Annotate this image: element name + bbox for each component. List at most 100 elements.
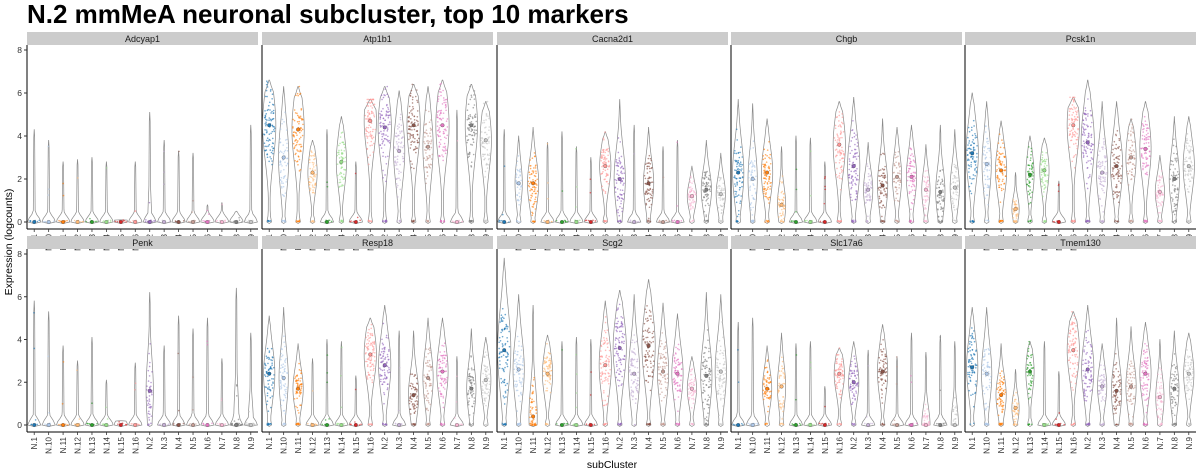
facet-strip bbox=[262, 236, 493, 249]
data-point bbox=[397, 147, 399, 149]
data-point bbox=[648, 176, 651, 179]
data-point bbox=[751, 214, 754, 216]
data-point bbox=[764, 193, 767, 196]
data-point bbox=[531, 170, 534, 172]
data-point bbox=[973, 169, 976, 171]
data-point bbox=[428, 165, 431, 167]
data-point bbox=[749, 162, 752, 164]
data-point bbox=[268, 119, 270, 121]
data-point bbox=[1117, 175, 1120, 177]
data-point bbox=[1029, 201, 1032, 204]
data-point bbox=[409, 137, 412, 139]
data-point bbox=[895, 190, 897, 193]
data-point bbox=[954, 166, 957, 169]
data-point bbox=[607, 174, 609, 176]
data-point bbox=[1170, 163, 1172, 166]
data-point bbox=[645, 202, 648, 205]
data-point bbox=[425, 122, 427, 125]
data-point bbox=[399, 188, 402, 191]
data-point bbox=[824, 188, 827, 191]
data-point bbox=[270, 367, 272, 370]
data-point bbox=[301, 128, 304, 131]
data-point bbox=[1170, 192, 1173, 194]
data-point bbox=[835, 161, 837, 164]
data-point bbox=[398, 141, 400, 144]
data-point bbox=[284, 396, 287, 399]
data-point bbox=[615, 159, 618, 161]
data-point bbox=[292, 131, 295, 134]
data-point bbox=[308, 161, 311, 164]
data-point bbox=[604, 190, 607, 193]
data-point bbox=[158, 424, 161, 426]
data-point bbox=[925, 185, 928, 188]
data-point bbox=[149, 407, 152, 409]
data-point bbox=[1032, 175, 1034, 177]
data-point bbox=[1088, 135, 1090, 138]
data-point bbox=[374, 360, 376, 362]
data-point bbox=[1117, 168, 1119, 171]
data-point bbox=[1102, 146, 1104, 148]
data-point bbox=[395, 148, 398, 151]
data-point bbox=[439, 109, 441, 112]
data-point bbox=[442, 130, 445, 133]
data-point bbox=[480, 144, 483, 146]
data-point bbox=[834, 139, 837, 142]
data-point bbox=[299, 389, 302, 392]
data-point bbox=[467, 127, 469, 129]
data-point bbox=[533, 185, 536, 188]
data-point bbox=[149, 413, 151, 415]
data-point bbox=[151, 393, 153, 396]
data-point bbox=[517, 176, 520, 179]
data-point bbox=[350, 220, 352, 222]
data-point bbox=[704, 185, 707, 188]
data-point bbox=[231, 422, 233, 425]
data-point bbox=[298, 158, 301, 161]
data-point bbox=[617, 220, 619, 223]
data-point bbox=[384, 220, 386, 222]
data-point bbox=[1184, 170, 1187, 173]
data-point bbox=[1146, 173, 1149, 176]
facet-strip bbox=[27, 32, 258, 45]
data-point bbox=[371, 98, 374, 101]
data-point bbox=[1143, 135, 1146, 138]
data-point bbox=[1161, 201, 1164, 204]
data-point bbox=[1083, 146, 1086, 149]
violin-n11 bbox=[291, 86, 305, 224]
data-point bbox=[1189, 180, 1192, 182]
data-point bbox=[694, 193, 697, 196]
data-point bbox=[426, 175, 429, 177]
data-point bbox=[338, 186, 341, 188]
data-point bbox=[955, 191, 957, 193]
data-point bbox=[762, 155, 765, 157]
violin-n15 bbox=[583, 157, 598, 224]
data-point bbox=[1091, 148, 1094, 151]
data-point bbox=[1173, 213, 1176, 216]
data-point bbox=[879, 169, 882, 171]
violin-n2 bbox=[142, 112, 157, 224]
data-point bbox=[1147, 127, 1150, 130]
data-point bbox=[749, 185, 752, 188]
data-point bbox=[1190, 167, 1193, 170]
data-point bbox=[379, 118, 382, 120]
data-point bbox=[619, 162, 621, 165]
data-point bbox=[298, 122, 300, 125]
data-point bbox=[649, 170, 651, 173]
data-point bbox=[268, 101, 271, 104]
data-point bbox=[44, 220, 47, 223]
data-point bbox=[619, 182, 622, 184]
data-point bbox=[264, 363, 266, 366]
data-point bbox=[529, 199, 532, 202]
data-point bbox=[339, 178, 341, 181]
data-point bbox=[534, 186, 537, 189]
data-point bbox=[352, 220, 355, 223]
data-point bbox=[999, 163, 1002, 166]
data-point bbox=[312, 186, 314, 188]
data-point bbox=[485, 162, 488, 165]
data-point bbox=[1013, 200, 1015, 203]
data-point bbox=[410, 141, 412, 144]
data-point bbox=[1147, 135, 1150, 138]
data-point bbox=[894, 186, 897, 188]
data-point bbox=[106, 418, 109, 420]
data-point bbox=[737, 151, 740, 154]
data-point bbox=[280, 163, 282, 165]
